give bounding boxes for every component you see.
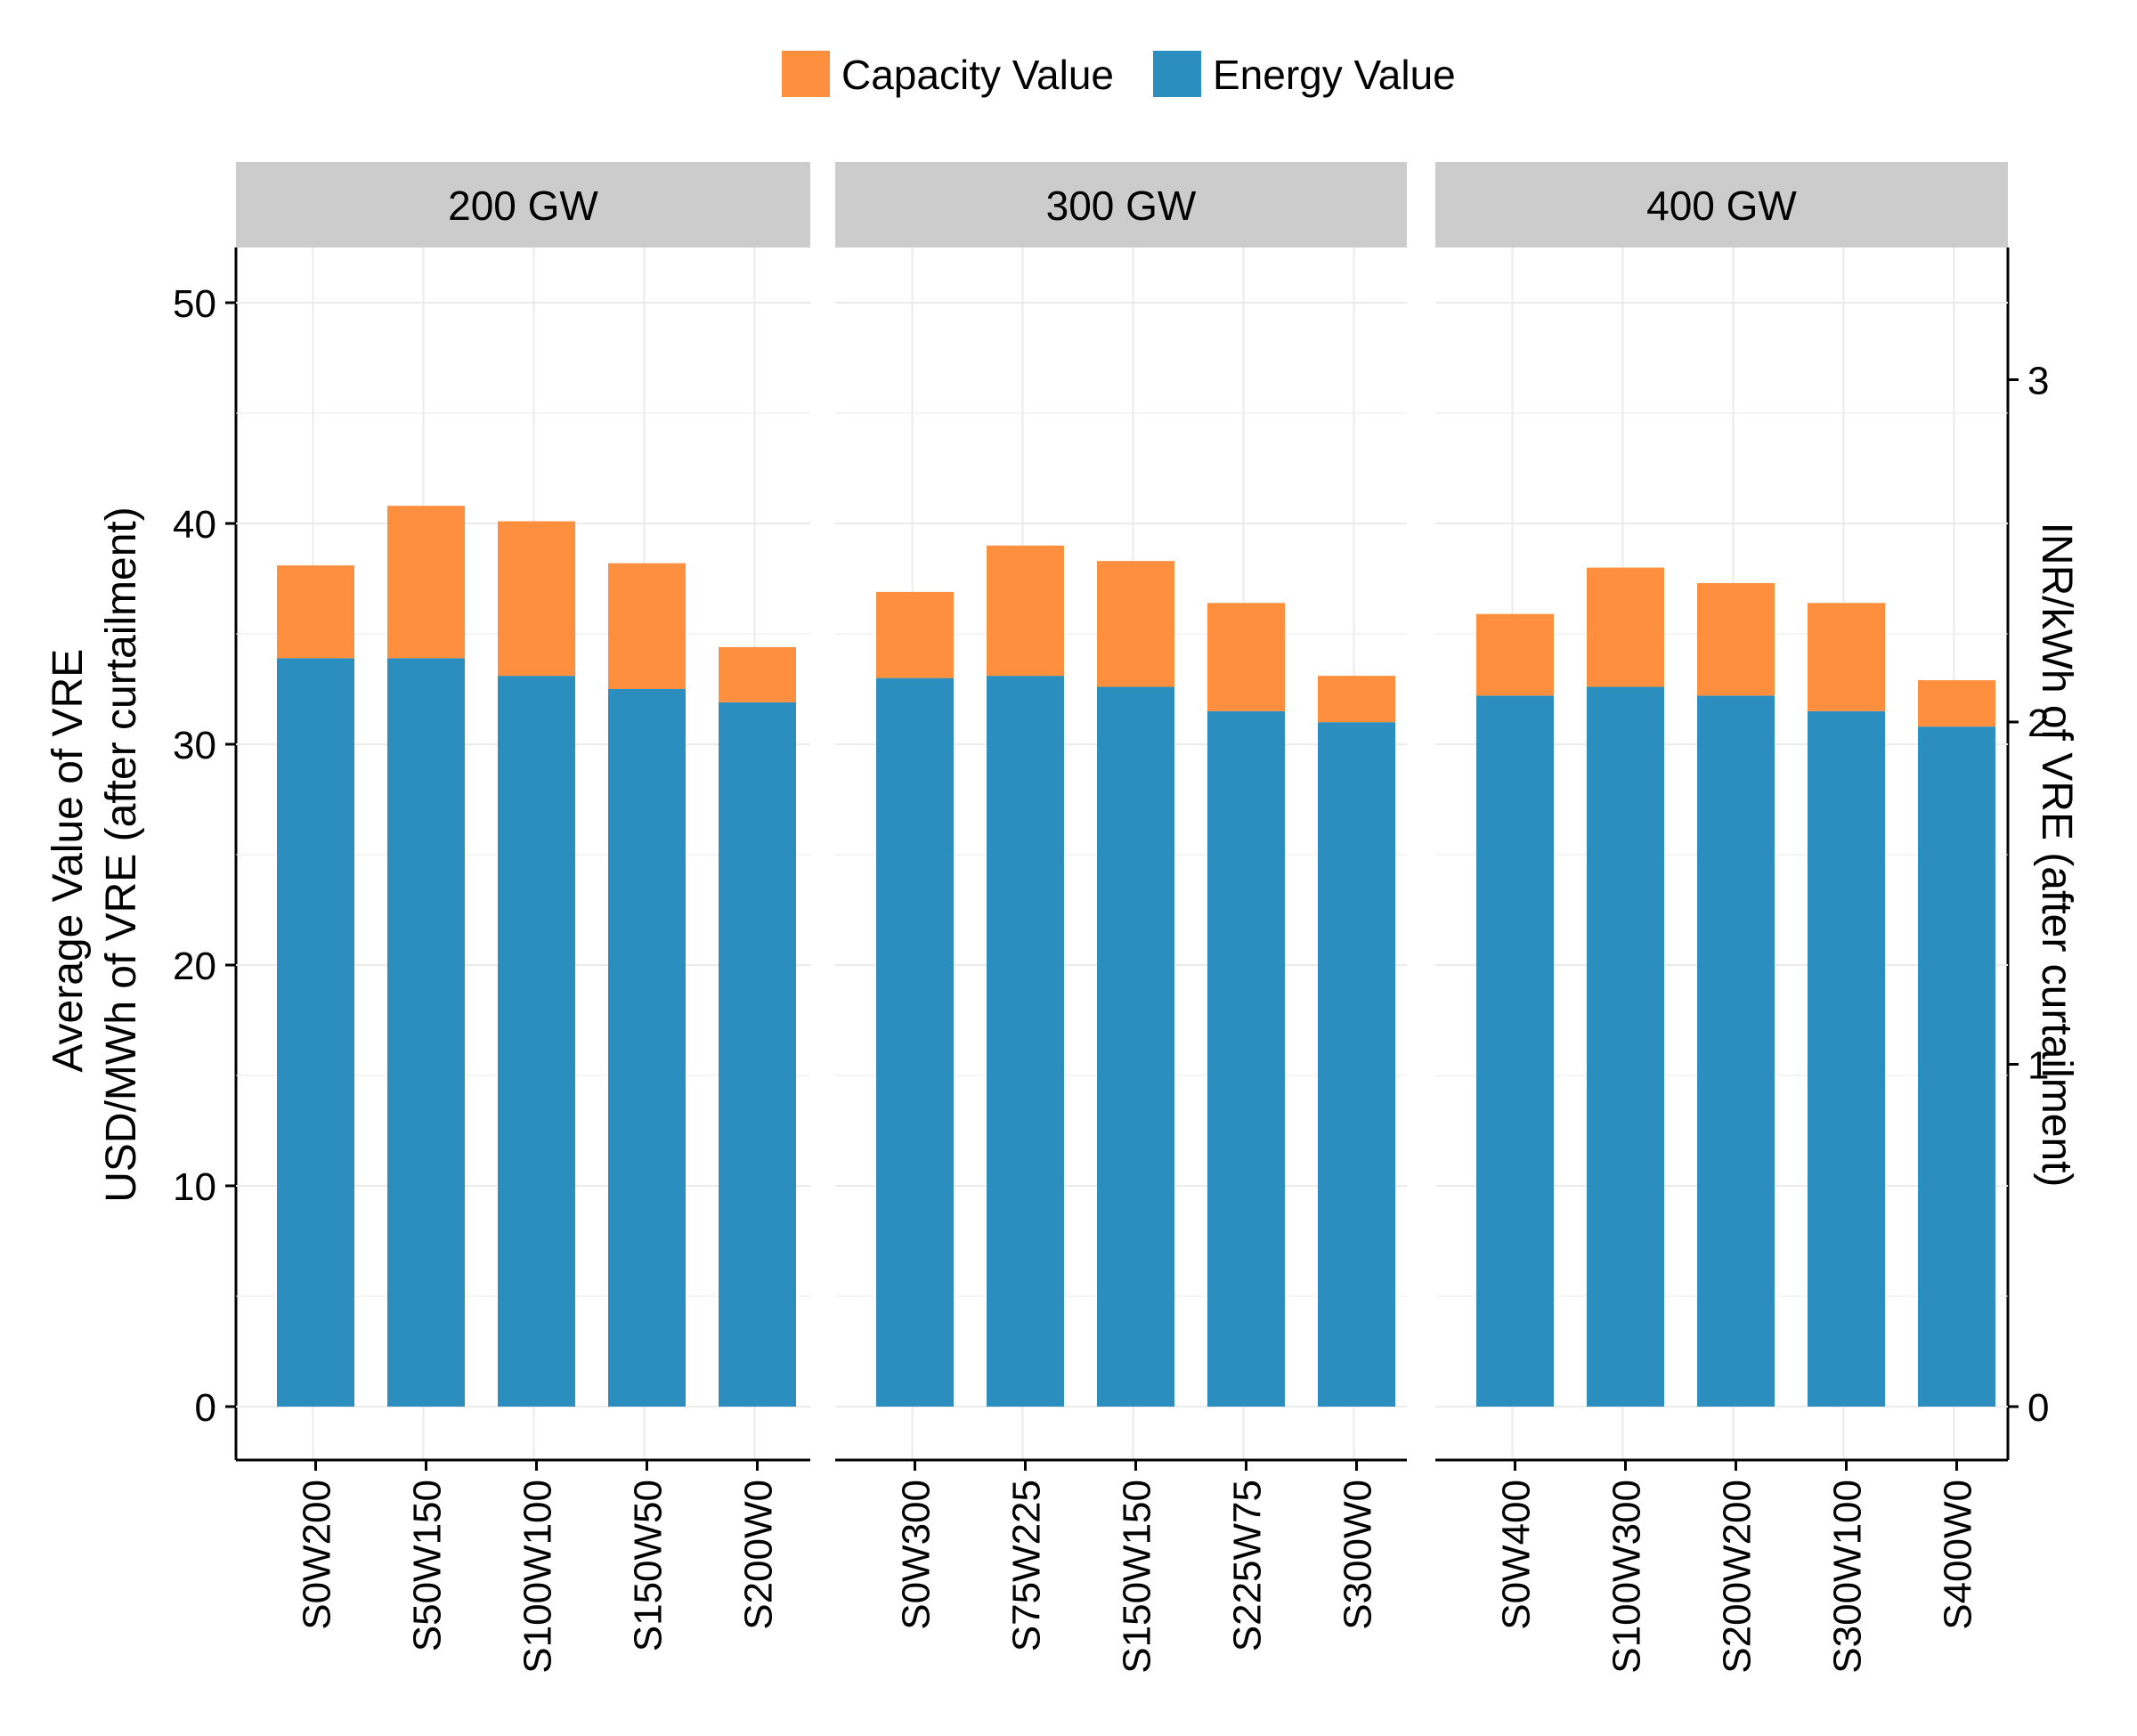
x-tick-label-S0W300: S0W300	[895, 1480, 938, 1630]
left-axis-label: Average Value of VRE USD/MWh of VRE (aft…	[45, 507, 145, 1203]
x-tick-label-S0W200: S0W200	[296, 1480, 339, 1630]
bar-capacity-S200W200	[1697, 582, 1775, 696]
right-tick-label-0: 0	[2027, 1386, 2049, 1430]
bar-energy-S0W300	[876, 677, 954, 1407]
legend-label-1: Energy Value	[1213, 52, 1456, 98]
bar-energy-S300W100	[1808, 710, 1885, 1407]
right-tick-label-2: 2	[2027, 702, 2049, 745]
panel-2: 400 GW S0W400 S100W300 S200W200 S300W100 S400…	[1435, 162, 2008, 1674]
bar-energy-S100W100	[498, 676, 575, 1407]
bar-energy-S150W150	[1097, 686, 1174, 1407]
legend-swatch-0	[782, 51, 830, 97]
left-tick-label-20: 20	[173, 945, 216, 988]
bar-energy-S0W200	[277, 658, 354, 1407]
x-tick-label-S150W150: S150W150	[1116, 1480, 1159, 1674]
x-tick-label-S200W0: S200W0	[737, 1480, 781, 1630]
bar-capacity-S100W300	[1587, 567, 1664, 687]
x-tick-label-S300W0: S300W0	[1337, 1480, 1380, 1630]
panel-strip-2	[1435, 162, 2008, 247]
bar-energy-S150W50	[608, 689, 686, 1407]
right-tick-label-1: 1	[2027, 1044, 2049, 1088]
x-tick-label-S100W100: S100W100	[516, 1480, 560, 1674]
panel-title-1: 300 GW	[1046, 183, 1197, 229]
x-tick-label-S400W0: S400W0	[1937, 1480, 1980, 1630]
bar-capacity-S0W300	[876, 591, 954, 678]
x-tick-label-S50W150: S50W150	[406, 1480, 450, 1651]
bar-capacity-S225W75	[1207, 603, 1285, 711]
x-tick-label-S150W50: S150W50	[627, 1480, 670, 1651]
bar-capacity-S0W400	[1476, 613, 1554, 696]
left-axis: 0 10 20 30 40 50	[173, 247, 238, 1460]
x-tick-label-S0W400: S0W400	[1495, 1480, 1539, 1630]
left-axis-label-line1: Average Value of VRE	[45, 649, 92, 1073]
left-tick-label-50: 50	[173, 282, 216, 326]
bar-energy-S75W225	[987, 676, 1064, 1407]
bar-energy-S225W75	[1207, 710, 1285, 1407]
left-tick-label-10: 10	[173, 1165, 216, 1209]
panel-1: 300 GW S0W300 S75W225 S150W150 S225W75 S300W0	[835, 162, 1407, 1674]
x-tick-label-S200W200: S200W200	[1716, 1480, 1759, 1674]
left-tick-label-0: 0	[195, 1386, 216, 1430]
left-tick-label-40: 40	[173, 503, 216, 547]
bar-capacity-S50W150	[387, 506, 465, 659]
right-axis: 0 1 2 3	[2006, 247, 2049, 1460]
right-tick-label-3: 3	[2027, 360, 2049, 403]
panel-0: 200 GW S0W200 S50W150 S100W100 S150W50 S200W0	[236, 162, 810, 1674]
legend-label-0: Capacity Value	[841, 52, 1114, 98]
x-tick-label-S75W225: S75W225	[1005, 1480, 1049, 1651]
bar-energy-S200W0	[719, 702, 796, 1407]
bar-capacity-S200W0	[719, 646, 796, 702]
bar-energy-S300W0	[1318, 722, 1395, 1407]
bar-energy-S0W400	[1476, 695, 1554, 1407]
bar-energy-S50W150	[387, 658, 465, 1407]
panel-strip-1	[835, 162, 1407, 247]
bar-capacity-S150W150	[1097, 561, 1174, 687]
legend-swatch-1	[1153, 51, 1201, 97]
bar-capacity-S0W200	[277, 565, 354, 659]
bar-energy-S200W200	[1697, 695, 1775, 1407]
x-tick-label-S300W100: S300W100	[1826, 1480, 1870, 1674]
bar-energy-S400W0	[1918, 726, 1995, 1407]
panel-strip-0	[236, 162, 810, 247]
bar-capacity-S300W0	[1318, 676, 1395, 723]
bar-capacity-S75W225	[987, 545, 1064, 677]
panel-title-0: 200 GW	[448, 183, 598, 229]
left-axis-label-line2: USD/MWh of VRE (after curtailment)	[98, 507, 145, 1203]
legend: Capacity Value Energy Value	[782, 51, 1456, 98]
left-tick-label-30: 30	[173, 724, 216, 767]
x-tick-label-S225W75: S225W75	[1226, 1480, 1270, 1651]
bar-capacity-S400W0	[1918, 680, 1995, 727]
bar-energy-S100W300	[1587, 686, 1664, 1407]
right-axis-label: INR/kWh of VRE (after curtailment)	[2033, 523, 2080, 1188]
bar-capacity-S150W50	[608, 563, 686, 689]
panel-title-2: 400 GW	[1646, 183, 1797, 229]
x-tick-label-S100W300: S100W300	[1605, 1480, 1649, 1674]
bar-capacity-S100W100	[498, 521, 575, 677]
facet-panels: 200 GW S0W200 S50W150 S100W100 S150W50 S200W0…	[236, 162, 2008, 1674]
bar-capacity-S300W100	[1808, 603, 1885, 711]
